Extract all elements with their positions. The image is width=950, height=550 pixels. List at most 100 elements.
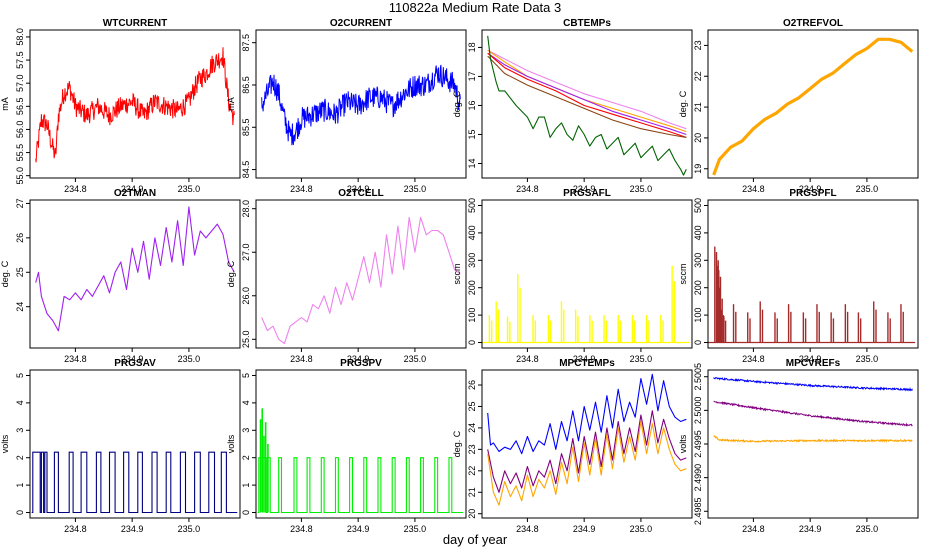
plot-frame-prgsafl [481, 199, 693, 349]
x-tick-label-prgspv: 234.8 [290, 524, 313, 534]
x-tick-label-cbtemps: 234.8 [516, 184, 539, 194]
plot-frame-cbtemps [481, 29, 693, 179]
x-tick-label-o2trefvol: 234.9 [799, 184, 822, 194]
y-axis-label-mpcvrefs: volts [678, 434, 688, 453]
spike-prgspfl-17 [887, 312, 891, 343]
y-axis-label-prgsav: volts [0, 434, 10, 453]
spike-prgspfl-18 [900, 304, 904, 343]
y-axis-label-o2trefvol: deg. C [678, 90, 688, 117]
plot-area-o2trefvol [712, 37, 914, 176]
spike-prgsafl-11 [631, 315, 636, 343]
y-tick-label-wtcurrent: 56.0 [15, 121, 25, 139]
series-cbtemps-brown [487, 55, 687, 138]
y-tick-label-prgspfl: 300 [693, 253, 703, 268]
figure-title: 110822a Medium Rate Data 3 [389, 0, 561, 15]
x-tick-label-prgsav: 235.0 [178, 524, 201, 534]
spike-prgsafl-10 [617, 315, 622, 343]
panel-o2tman: O2TMAN deg. C 234.8 234.9 235.0 24 25 26 27 [0, 188, 241, 364]
y-tick-label-o2trefvol: 21 [693, 102, 703, 112]
panel-cbtemps: CBTEMPs deg. C 234.8 234.9 235.0 14 15 16 17 18 [452, 18, 693, 194]
plot-area-wtcurrent [35, 47, 235, 163]
spike-prgsafl-12 [645, 315, 650, 343]
y-tick-label-o2current: 84.5 [241, 161, 251, 179]
x-tick-label-o2trefvol: 235.0 [856, 184, 879, 194]
y-tick-label-mpctemps: 21 [467, 487, 477, 497]
spike-prgspfl-16 [873, 301, 877, 343]
y-tick-label-o2trefvol: 23 [693, 40, 703, 50]
y-axis-label-o2tman: deg. C [0, 260, 10, 287]
spike-prgspfl-8 [759, 301, 764, 343]
y-tick-label-o2current: 87.5 [241, 34, 251, 52]
x-tick-label-prgspfl: 235.0 [856, 354, 879, 364]
panel-title-prgspfl: PRGSPFL [789, 188, 836, 199]
panel-title-prgspv: PRGSPV [340, 358, 382, 369]
y-axis-label-cbtemps: deg. C [452, 90, 462, 117]
y-tick-label-o2tman: 24 [15, 302, 25, 312]
y-tick-label-prgspfl: 200 [693, 280, 703, 295]
panel-title-prgsafl: PRGSAFL [563, 188, 611, 199]
plot-frame-o2trefvol [707, 29, 919, 179]
y-tick-label-prgspv: 2 [241, 455, 251, 460]
x-tick-label-mpctemps: 235.0 [630, 524, 653, 534]
series-mpctemps-orange [487, 420, 687, 506]
series-cbtemps-purple [487, 52, 687, 136]
x-tick-label-prgspv: 235.0 [404, 524, 427, 534]
y-tick-label-prgsav: 5 [15, 373, 25, 378]
spike-prgsafl-2 [506, 316, 511, 343]
y-tick-label-prgsafl: 300 [467, 253, 477, 268]
panel-title-o2tcell: O2TCELL [338, 188, 384, 199]
y-tick-label-wtcurrent: 55.0 [15, 167, 25, 185]
spike-prgsafl-4 [532, 315, 537, 343]
y-tick-label-wtcurrent: 57.5 [15, 51, 25, 69]
y-tick-label-prgspfl: 0 [693, 340, 703, 345]
y-axis-label-o2tcell: deg. C [226, 260, 236, 287]
spike-prgsafl-9 [603, 315, 607, 343]
panel-prgspv: PRGSPV volts 234.8 234.9 235.0 0 1 2 3 4 5 [226, 358, 467, 534]
x-tick-label-prgspfl: 234.8 [742, 354, 765, 364]
panel-prgsafl: PRGSAFL sccm 234.8 234.9 235.0 0 100 200 300 400 5… [452, 188, 693, 364]
x-tick-label-o2current: 234.9 [347, 184, 370, 194]
panel-o2trefvol: O2TREFVOL deg. C 234.8 234.9 235.0 19 20 21 22 23 [678, 18, 919, 194]
series-mpcvrefs-orange [713, 435, 913, 444]
x-tick-label-mpcvrefs: 235.0 [856, 524, 879, 534]
y-tick-label-mpctemps: 25 [467, 401, 477, 411]
y-tick-label-prgspfl: 500 [693, 198, 703, 213]
plot-area-cbtemps [487, 35, 687, 176]
spike-prgsafl-5 [547, 315, 552, 343]
panel-title-wtcurrent: WTCURRENT [103, 18, 167, 29]
y-tick-label-wtcurrent: 58.0 [15, 28, 25, 46]
y-tick-label-mpcvrefs: 2.5000 [693, 397, 703, 425]
x-tick-label-o2current: 234.8 [290, 184, 313, 194]
y-axis-label-prgspv: volts [226, 434, 236, 453]
y-tick-label-mpctemps: 26 [467, 380, 477, 390]
y-tick-label-prgsav: 4 [15, 400, 25, 405]
plot-area-o2tman [35, 206, 235, 332]
y-tick-label-mpctemps: 24 [467, 423, 477, 433]
y-tick-label-o2trefvol: 22 [693, 71, 703, 81]
y-tick-label-o2tman: 27 [15, 198, 25, 208]
y-axis-label-o2current: mA [226, 97, 236, 111]
series-o2trefvol-o2trefvol [712, 37, 914, 176]
plot-area-mpcvrefs [713, 376, 913, 444]
x-tick-label-o2tcell: 234.8 [290, 354, 313, 364]
x-tick-label-cbtemps: 235.0 [630, 184, 653, 194]
x-tick-label-prgsav: 234.9 [121, 524, 144, 534]
x-tick-label-mpctemps: 234.8 [516, 524, 539, 534]
x-tick-label-wtcurrent: 234.8 [64, 184, 87, 194]
panel-title-mpctemps: MPCTEMPs [559, 358, 615, 369]
x-tick-label-prgspfl: 234.9 [799, 354, 822, 364]
y-tick-label-mpctemps: 23 [467, 444, 477, 454]
y-tick-label-cbtemps: 16 [467, 100, 477, 110]
plot-frame-o2current [255, 29, 467, 179]
series-prgspv-prgspv [257, 457, 464, 514]
x-tick-label-prgsafl: 234.8 [516, 354, 539, 364]
y-tick-label-o2tcell: 28.0 [241, 200, 251, 218]
y-tick-label-wtcurrent: 57.0 [15, 74, 25, 92]
spike-prgsafl-0 [488, 315, 493, 343]
y-tick-label-prgsafl: 500 [467, 198, 477, 213]
y-tick-label-prgsafl: 100 [467, 308, 477, 323]
spike-prgsafl-3 [517, 274, 521, 343]
plot-area-prgspv [257, 408, 464, 514]
spike-prgspfl-5 [722, 315, 727, 343]
